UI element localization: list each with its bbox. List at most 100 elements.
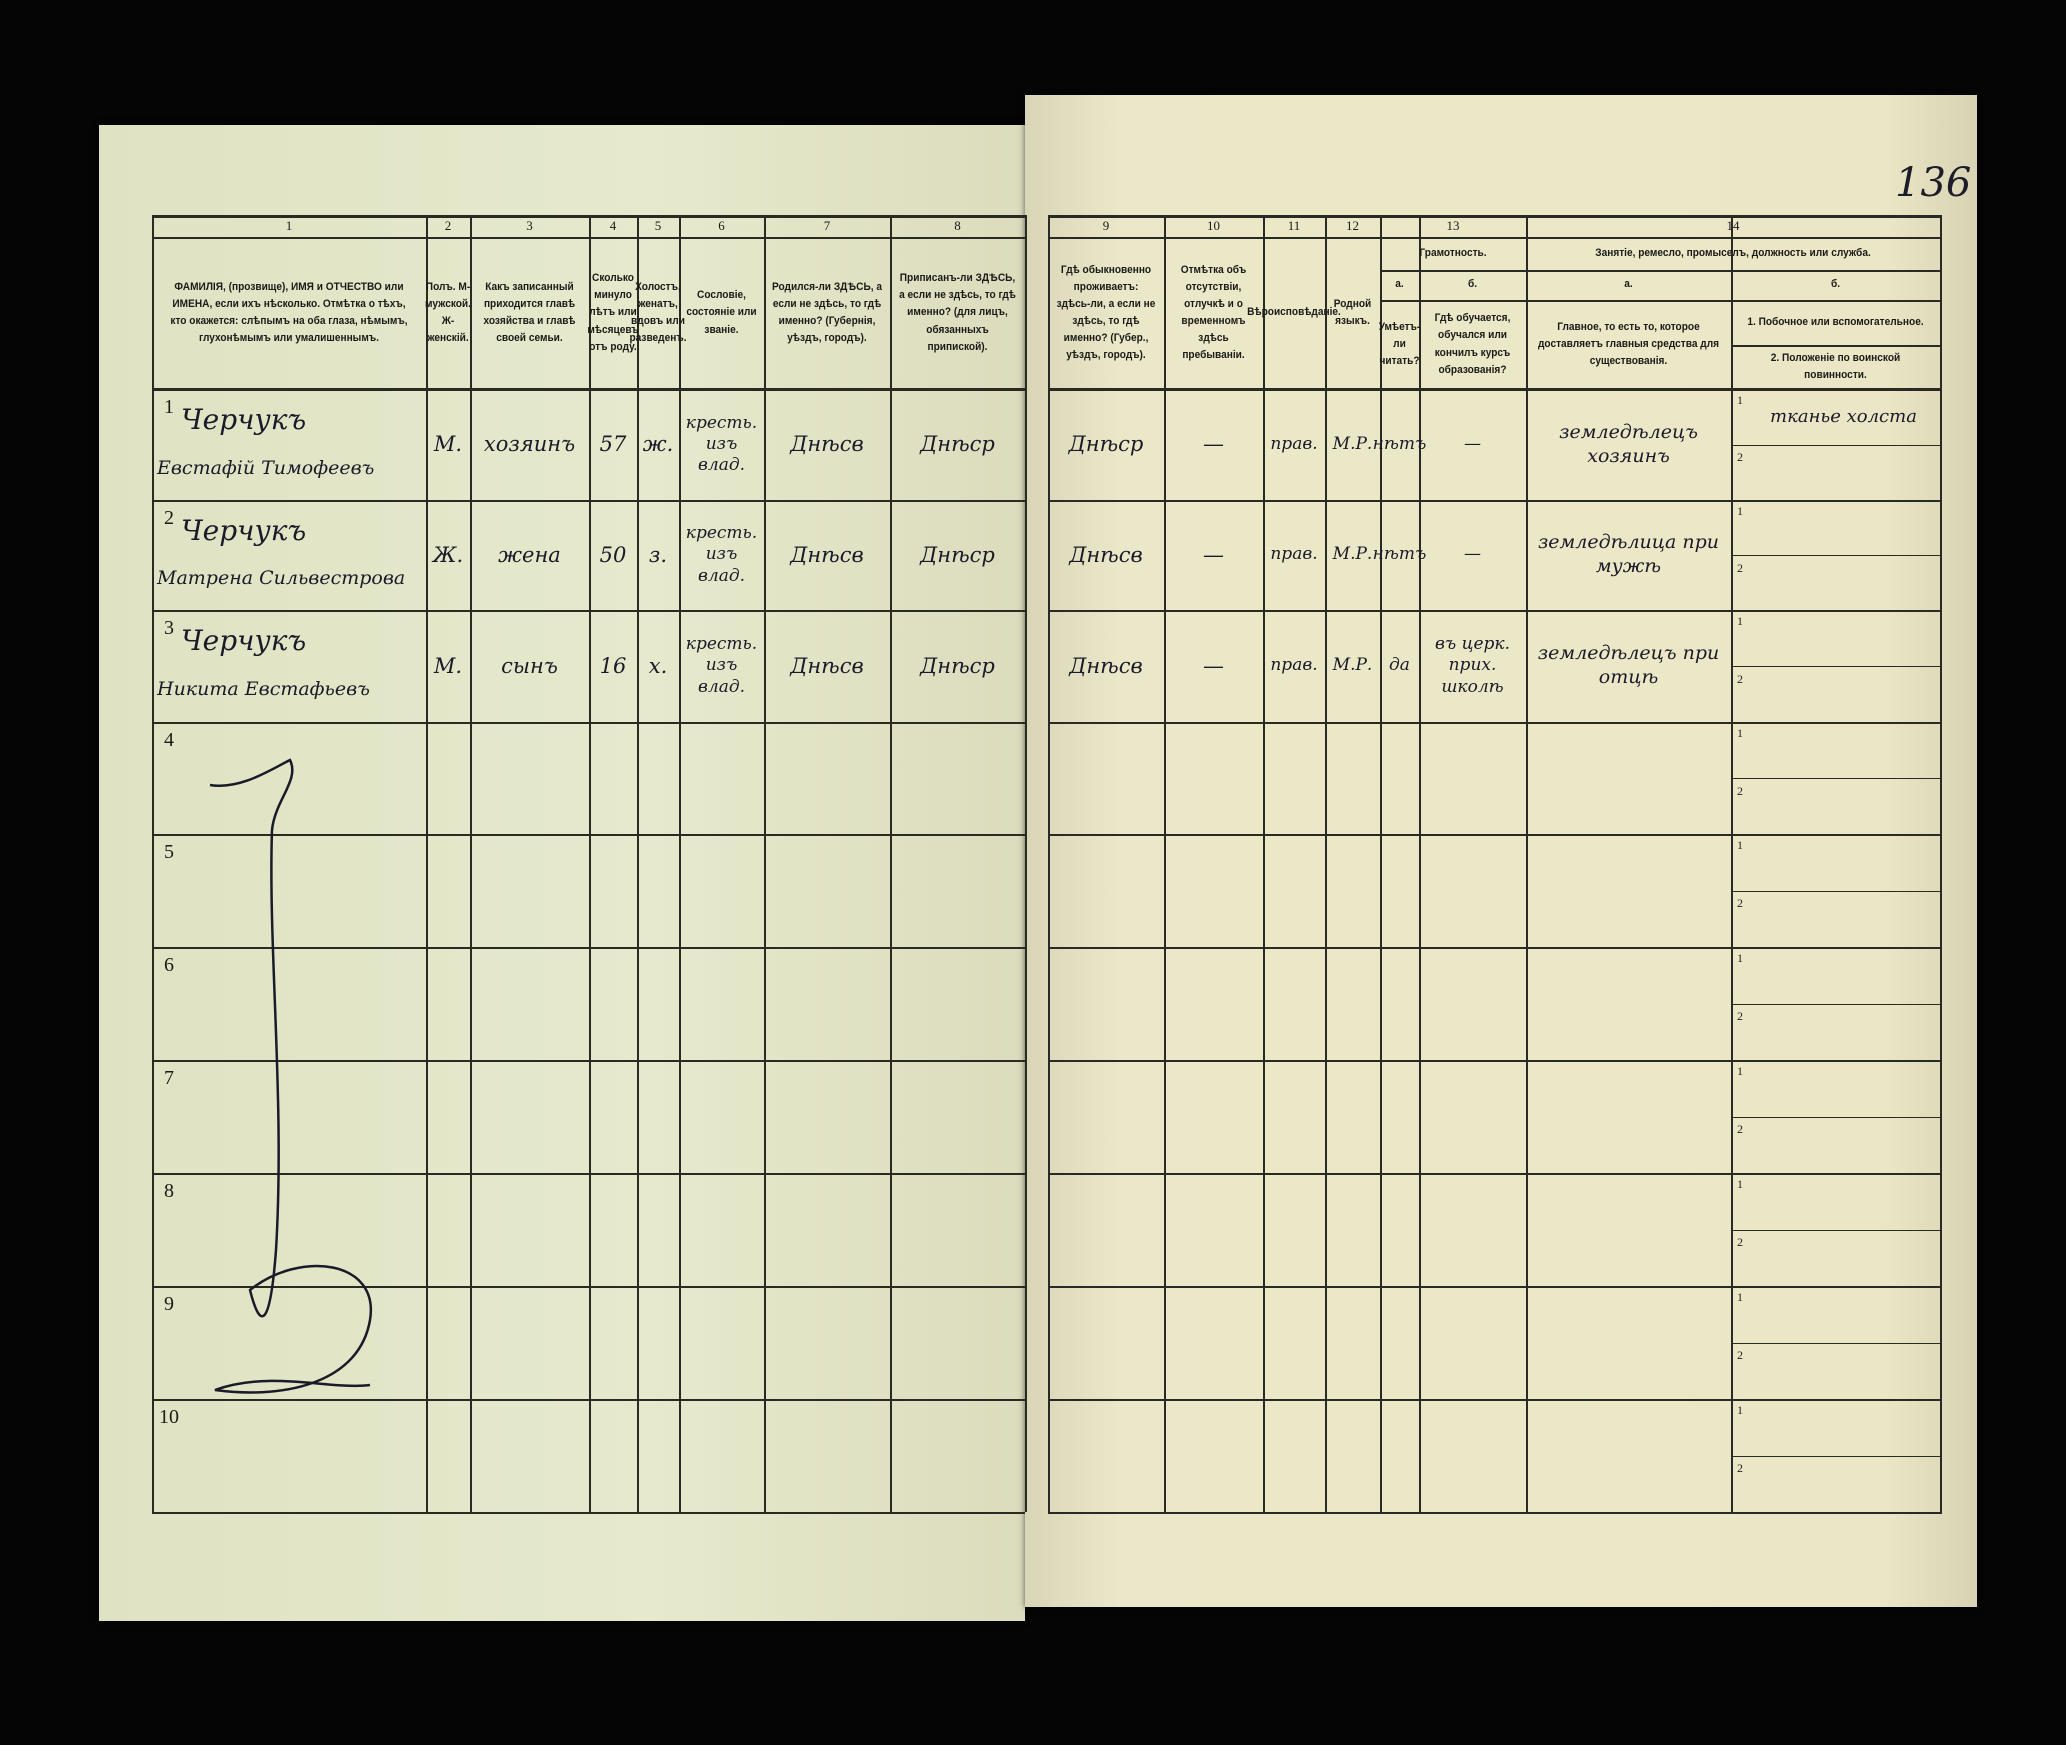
residence: Днѣсв — [1069, 653, 1143, 678]
age: 16 — [599, 653, 627, 678]
sub-row-border — [1731, 1455, 1940, 1457]
row-number: 2 — [164, 506, 174, 529]
column-number: 14 — [1726, 218, 1740, 233]
surname: Черчукъ — [181, 402, 307, 436]
birthplace: Днѣсв — [790, 432, 864, 457]
registered: Днѣср — [920, 542, 995, 567]
age: 57 — [599, 432, 627, 457]
row-border — [152, 1173, 1025, 1175]
row-border — [152, 1512, 1025, 1514]
marital: х. — [648, 653, 668, 678]
row-border — [1048, 1512, 1940, 1514]
absence: — — [1203, 432, 1224, 457]
row-border — [1048, 1399, 1940, 1401]
occupation: земледѣлица при мужѣ — [1537, 531, 1720, 577]
column-header-col1: ФАМИЛІЯ, (прозвище), ИМЯ и ОТЧЕСТВО или … — [170, 280, 408, 345]
relation: сынъ — [501, 653, 558, 678]
grid-line — [679, 215, 681, 1514]
surname: Черчукъ — [181, 623, 307, 657]
column-number: 11 — [1287, 218, 1301, 233]
occupation-secondary: тканье холста — [1770, 405, 1917, 427]
column-number: 12 — [1346, 218, 1359, 233]
school: — — [1464, 433, 1481, 454]
grid-line — [426, 215, 428, 1514]
row-number: 10 — [159, 1405, 179, 1428]
sub-row-border — [1731, 444, 1940, 446]
row-border — [152, 1286, 1025, 1288]
grid-line — [1164, 215, 1166, 1514]
school: — — [1464, 544, 1481, 565]
subcolumn-letter: б. — [1830, 278, 1841, 291]
column-number: 4 — [609, 218, 617, 233]
sub-row-label: 2 — [1737, 671, 1743, 686]
grid-line — [152, 215, 154, 1514]
relation: жена — [498, 542, 561, 567]
sub-row-label: 1 — [1737, 1176, 1743, 1191]
row-number: 1 — [164, 395, 174, 418]
page-number: 136 — [1895, 160, 1972, 206]
sex: М. — [433, 653, 463, 678]
table-top-border — [152, 215, 1025, 218]
religion: прав. — [1270, 433, 1318, 454]
occupation: земледѣлецъ хозяинъ — [1559, 420, 1698, 467]
absence: — — [1203, 653, 1224, 678]
estate: кресть. изъ влад. — [685, 634, 758, 697]
occupation-group-header: Занятіе, ремесло, промыселъ, должность и… — [1595, 246, 1871, 259]
column-header-col4: Сколько минуло лѣтъ или мѣсяцевъ отъ род… — [587, 272, 639, 353]
sub-row-label: 1 — [1737, 392, 1743, 407]
column-number: 2 — [444, 218, 452, 233]
subcolumn-letter: б. — [1467, 278, 1478, 291]
column-number: 7 — [823, 218, 831, 233]
surname: Черчукъ — [181, 513, 307, 547]
subcolumn-letter: а. — [1624, 278, 1633, 291]
school: въ церк. прих. школѣ — [1435, 634, 1510, 697]
language: М.Р. — [1332, 433, 1373, 454]
grid-line — [1380, 300, 1940, 302]
sub-row-label: 2 — [1737, 560, 1743, 575]
row-number: 4 — [164, 728, 174, 751]
column-header-col12: Родной языкъ. — [1333, 297, 1372, 327]
column-header-col7: Родился-ли ЗДѢСЬ, а если не здѣсь, то гд… — [771, 280, 883, 345]
birthplace: Днѣсв — [790, 653, 864, 678]
column-header-col11: Вѣроисповѣданіе. — [1247, 306, 1341, 319]
grid-line — [637, 215, 639, 1514]
table-edge — [1025, 215, 1027, 1512]
row-border — [1048, 722, 1940, 724]
row-number: 6 — [164, 953, 174, 976]
column-header-col9: Гдѣ обыкновенно проживаетъ: здѣсь-ли, а … — [1056, 263, 1156, 362]
sub-row-border — [1731, 1229, 1940, 1231]
sub-row-border — [1731, 1342, 1940, 1344]
row-border — [1048, 500, 1940, 502]
grid-line — [1731, 345, 1940, 347]
sub-row-label: 2 — [1737, 783, 1743, 798]
birthplace: Днѣсв — [790, 542, 864, 567]
given-names: Никита Евстафьевъ — [157, 678, 370, 701]
sub-row-border — [1731, 890, 1940, 892]
column-header-col13b: Гдѣ обучается, обучался или кончилъ курс… — [1434, 312, 1511, 376]
given-names: Евстафій Тимофеевъ — [157, 456, 375, 479]
column-header-col5: Холостъ, женатъ, вдовъ или разведенъ. — [629, 280, 687, 345]
grid-line — [470, 215, 472, 1514]
age: 50 — [599, 542, 627, 567]
grid-line — [1380, 215, 1382, 1514]
sex: М. — [433, 432, 463, 457]
header-bottom-border — [1048, 388, 1940, 391]
language: М.Р. — [1332, 544, 1373, 565]
row-number: 3 — [164, 616, 174, 639]
row-number: 5 — [164, 840, 174, 863]
grid-line — [1526, 215, 1528, 1514]
sub-row-label: 1 — [1737, 837, 1743, 852]
grid-line — [1731, 215, 1733, 1514]
row-number: 9 — [164, 1292, 174, 1315]
sub-row-label: 2 — [1737, 1009, 1743, 1023]
sub-row-label: 2 — [1737, 1122, 1743, 1136]
row-border — [152, 834, 1025, 836]
language: М.Р. — [1332, 655, 1373, 676]
grid-line — [890, 215, 892, 1514]
sub-row-label: 1 — [1737, 1289, 1743, 1304]
sub-row-border — [1731, 1003, 1940, 1005]
registered: Днѣср — [920, 432, 995, 457]
residence: Днѣср — [1068, 432, 1144, 457]
row-number: 8 — [164, 1179, 174, 1202]
